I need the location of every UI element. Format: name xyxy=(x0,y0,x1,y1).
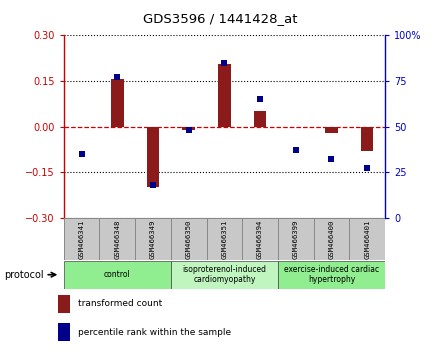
Text: protocol: protocol xyxy=(4,270,44,280)
Bar xyxy=(325,127,338,133)
Bar xyxy=(99,218,135,260)
Bar xyxy=(147,127,159,187)
Bar xyxy=(206,218,242,260)
Text: GSM466399: GSM466399 xyxy=(293,220,299,259)
Text: exercise-induced cardiac
hypertrophy: exercise-induced cardiac hypertrophy xyxy=(284,265,379,284)
Bar xyxy=(135,218,171,260)
Bar xyxy=(171,261,278,289)
Point xyxy=(328,156,335,162)
Text: GSM466349: GSM466349 xyxy=(150,220,156,259)
Text: transformed count: transformed count xyxy=(78,299,163,308)
Text: isoproterenol-induced
cardiomyopathy: isoproterenol-induced cardiomyopathy xyxy=(183,265,266,284)
Point xyxy=(114,74,121,80)
Point xyxy=(185,127,192,133)
Bar xyxy=(171,218,206,260)
Bar xyxy=(64,218,99,260)
Text: GSM466401: GSM466401 xyxy=(364,220,370,259)
Point xyxy=(363,166,370,171)
Text: control: control xyxy=(104,270,131,279)
Point xyxy=(78,151,85,157)
Bar xyxy=(64,261,171,289)
Bar xyxy=(58,323,70,341)
Text: GSM466348: GSM466348 xyxy=(114,220,120,259)
Bar xyxy=(361,127,374,151)
Text: GSM466351: GSM466351 xyxy=(221,220,227,259)
Point xyxy=(150,182,157,188)
Text: GSM466394: GSM466394 xyxy=(257,220,263,259)
Text: GDS3596 / 1441428_at: GDS3596 / 1441428_at xyxy=(143,12,297,25)
Bar xyxy=(183,127,195,130)
Text: GSM466350: GSM466350 xyxy=(186,220,192,259)
Bar xyxy=(111,79,124,127)
Bar xyxy=(278,261,385,289)
Text: percentile rank within the sample: percentile rank within the sample xyxy=(78,328,231,337)
Bar xyxy=(278,218,314,260)
Bar xyxy=(314,218,349,260)
Point xyxy=(221,60,228,65)
Bar xyxy=(218,64,231,127)
Bar xyxy=(242,218,278,260)
Bar xyxy=(254,112,266,127)
Text: GSM466400: GSM466400 xyxy=(329,220,334,259)
Point xyxy=(292,147,299,153)
Text: GSM466341: GSM466341 xyxy=(79,220,84,259)
Bar xyxy=(58,295,70,313)
Bar xyxy=(349,218,385,260)
Point xyxy=(257,96,264,102)
